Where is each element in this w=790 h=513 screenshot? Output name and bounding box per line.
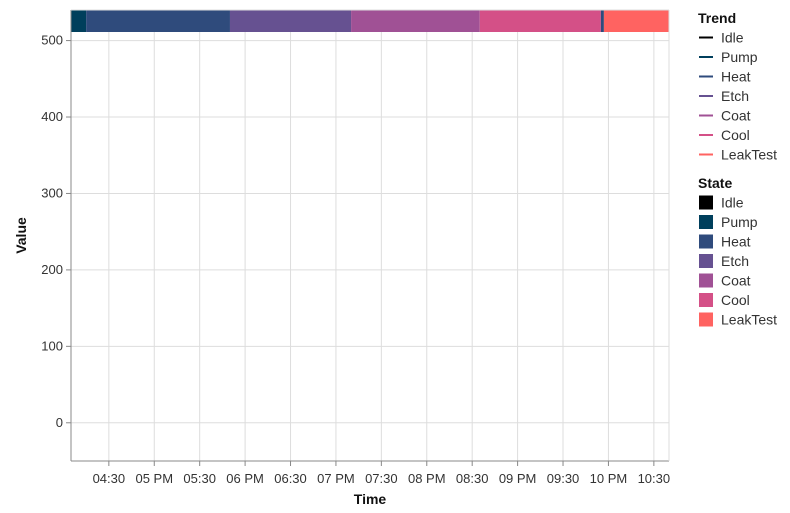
x-tick-label: 07:30: [365, 471, 398, 486]
state-band-coat: [351, 10, 480, 32]
legend-label: Cool: [721, 292, 750, 308]
x-tick-label: 07 PM: [317, 471, 355, 486]
y-tick-label: 200: [41, 262, 63, 277]
legend-label: Idle: [721, 30, 744, 46]
state-band-leaktest: [603, 10, 669, 32]
legend-label: Coat: [721, 273, 751, 289]
legend-square-symbol: [699, 312, 713, 327]
tick-labels: 04:30 05 PM 05:30 06 PM 06:30 07 PM 07:30 08 PM…: [41, 33, 670, 486]
legend-square-symbol: [699, 215, 713, 229]
x-tick-label: 04:30: [93, 471, 126, 486]
legends: Trend Idle Pump Heat Etch Coat Cool LeakTest Sta…: [698, 10, 777, 328]
x-tick-label: 06:30: [274, 471, 307, 486]
legend-square-symbol: [699, 254, 713, 268]
axes: [66, 9, 670, 466]
legend-square-symbol: [699, 234, 713, 249]
x-tick-label: 10 PM: [590, 471, 628, 486]
x-tick-label: 08:30: [456, 471, 489, 486]
state-band-heat: [600, 10, 604, 32]
x-tick-label: 09 PM: [499, 471, 537, 486]
legend-label: Coat: [721, 108, 751, 124]
state-band-pump: [71, 10, 87, 32]
x-tick-label: 09:30: [547, 471, 580, 486]
x-tick-label: 05:30: [183, 471, 216, 486]
x-tick-label: 08 PM: [408, 471, 446, 486]
legend-label: Pump: [721, 49, 758, 65]
legend-label: Cool: [721, 127, 750, 143]
x-axis-title: Time: [354, 491, 387, 507]
legend-label: Etch: [721, 88, 749, 104]
legend-title: Trend: [698, 10, 736, 26]
legend-label: LeakTest: [721, 312, 777, 328]
y-tick-label: 300: [41, 185, 63, 200]
x-tick-label: 10:30: [638, 471, 671, 486]
y-tick-label: 100: [41, 338, 63, 353]
y-axis-title: Value: [13, 217, 29, 254]
state-band-heat: [86, 10, 230, 32]
legend-label: Heat: [721, 69, 751, 85]
legend-title: State: [698, 175, 732, 191]
legend-label: Idle: [721, 195, 744, 211]
state-band-etch: [229, 10, 352, 32]
legend-square-symbol: [699, 293, 713, 307]
legend-label: Pump: [721, 214, 758, 230]
legend-label: Etch: [721, 253, 749, 269]
legend-square-symbol: [699, 273, 713, 288]
x-tick-label: 06 PM: [226, 471, 264, 486]
y-tick-label: 400: [41, 109, 63, 124]
state-band-cool: [479, 10, 601, 32]
legend-label: Heat: [721, 234, 751, 250]
state-bands: [71, 10, 669, 32]
legend-label: LeakTest: [721, 147, 777, 163]
legend-square-symbol: [699, 195, 713, 210]
y-tick-label: 500: [41, 33, 63, 48]
grid: [71, 10, 669, 461]
x-tick-label: 05 PM: [135, 471, 173, 486]
y-tick-label: 0: [56, 415, 63, 430]
